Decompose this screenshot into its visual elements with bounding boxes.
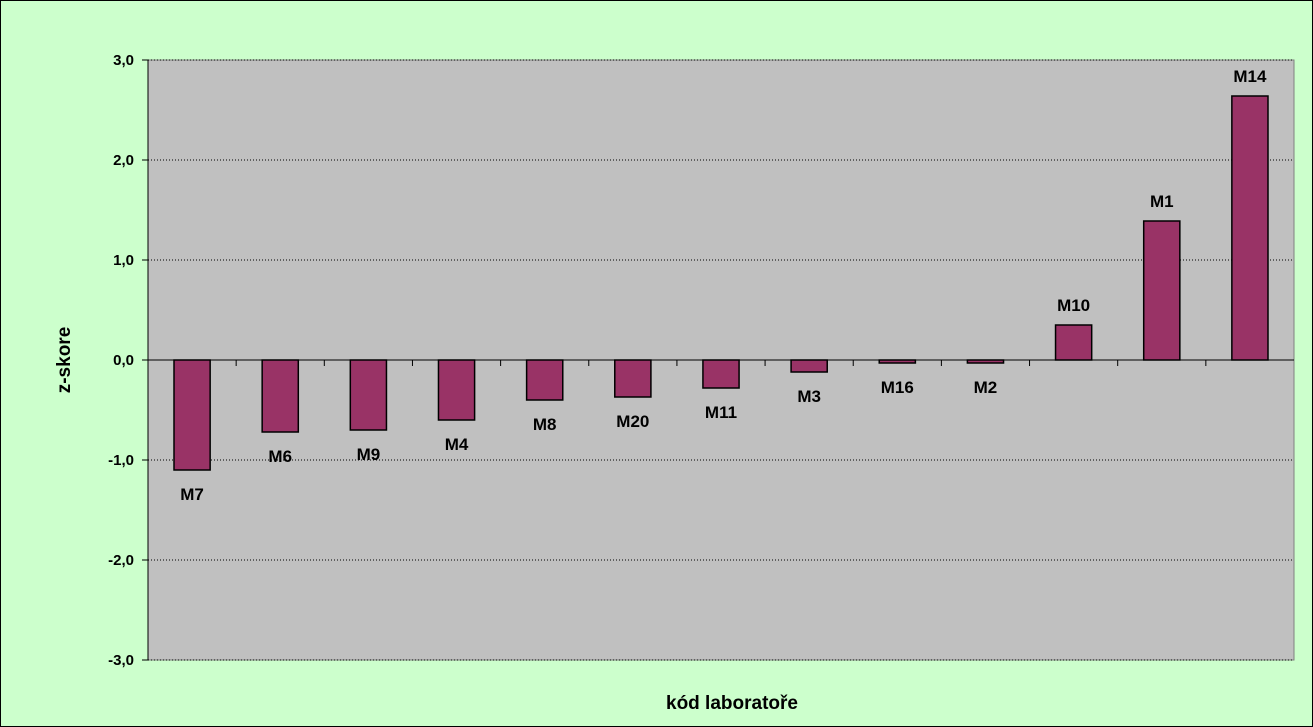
bar-label-m10: M10 <box>1057 296 1090 315</box>
y-tick-label: 0,0 <box>113 352 134 369</box>
y-tick-label: 1,0 <box>113 252 134 269</box>
bar-label-m11: M11 <box>705 403 737 422</box>
bar-label-m3: M3 <box>797 387 821 406</box>
bar-labels: M7 M6 M9 M4 M8 M20 M11 M3 M16 M2 M10 M1 M14 <box>180 67 1267 504</box>
bar-label-m14: M14 <box>1233 67 1267 86</box>
y-tick-label: 3,0 <box>113 52 134 69</box>
bar-m6 <box>261 359 300 433</box>
y-tick-label: 2,0 <box>113 152 134 169</box>
bar-m3 <box>790 359 828 373</box>
y-tick-label: -2,0 <box>108 552 134 569</box>
bar-label-m4: M4 <box>445 435 469 454</box>
bar-label-m2: M2 <box>974 378 998 397</box>
y-tick-label: -1,0 <box>108 452 134 469</box>
gridlines <box>148 59 1294 661</box>
bar-m16 <box>878 359 917 364</box>
bar-m11 <box>702 359 740 389</box>
bar-label-m9: M9 <box>357 445 381 464</box>
bar-m10 <box>1054 324 1093 361</box>
bar-label-m20: M20 <box>616 412 649 431</box>
bar-label-m6: M6 <box>268 447 292 466</box>
bar-m7 <box>173 359 211 471</box>
bar-m8 <box>525 359 564 401</box>
bar-m9 <box>349 359 388 431</box>
bar-m14 <box>1231 95 1269 361</box>
y-axis-title: z-skore <box>54 327 75 394</box>
bar-m2 <box>966 359 1005 364</box>
bar-m4 <box>437 359 476 421</box>
bar-m1 <box>1142 220 1181 361</box>
bar-label-m7: M7 <box>180 485 204 504</box>
x-axis-title: kód laboratoře <box>666 693 798 714</box>
bars <box>173 95 1269 471</box>
y-axis: 3,0 2,0 1,0 0,0 -1,0 -2,0 -3,0 <box>108 52 1294 669</box>
bar-label-m16: M16 <box>881 378 914 397</box>
bar-label-m8: M8 <box>533 415 557 434</box>
y-tick-label: -3,0 <box>108 652 134 669</box>
bar-label-m1: M1 <box>1150 192 1174 211</box>
bar-m20 <box>614 359 652 398</box>
